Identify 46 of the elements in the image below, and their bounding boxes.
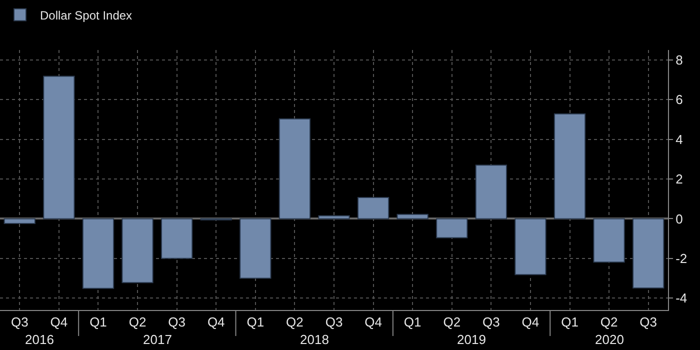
x-tick-label: Q3 (168, 314, 186, 330)
x-tick-label: Q2 (128, 314, 146, 330)
x-tick-label: Q3 (10, 314, 28, 330)
text: 2019 (457, 332, 486, 347)
x-tick-label: Q1 (561, 314, 578, 330)
x-tick-label: Q1 (246, 314, 264, 330)
x-tick-label: Q1 (404, 314, 422, 330)
x-tick-label: Q1 (90, 314, 107, 330)
text: 2016 (25, 332, 54, 347)
x-tick-label: Q4 (50, 314, 68, 330)
x-tick-label: Q4 (364, 314, 382, 330)
bar (318, 215, 350, 220)
text: 2017 (143, 332, 172, 347)
bar (278, 118, 311, 220)
bar (82, 218, 114, 289)
bar (357, 196, 390, 220)
bar (554, 113, 586, 220)
x-tick-label: Q2 (600, 314, 618, 330)
x-tick-label: Q3 (640, 314, 658, 330)
x-tick-label: Q4 (207, 314, 225, 330)
text: 2018 (300, 332, 329, 347)
bar (4, 218, 36, 224)
y-tick-label: 4 (676, 132, 683, 147)
y-tick-label: 0 (676, 211, 683, 226)
text: 2020 (595, 332, 624, 347)
y-tick-label: -2 (676, 250, 688, 266)
x-tick-label: Q3 (482, 314, 500, 330)
bar (240, 218, 272, 279)
bar (396, 214, 428, 220)
bar (593, 218, 625, 263)
bar (475, 164, 507, 220)
bar (122, 218, 154, 284)
x-tick-label: Q3 (325, 314, 343, 330)
legend-label: Dollar Spot Index (40, 8, 132, 22)
bar (514, 218, 546, 276)
y-tick-label: 6 (676, 92, 683, 108)
x-tick-label: Q4 (522, 314, 540, 330)
x-tick-label: Q2 (443, 314, 461, 330)
bar (43, 76, 75, 220)
y-tick-label: 2 (676, 172, 683, 187)
y-tick-label: -4 (676, 290, 688, 306)
bar (161, 218, 193, 259)
bar (436, 218, 468, 238)
y-tick-label: 8 (676, 52, 683, 68)
x-tick-label: Q2 (286, 314, 304, 330)
bar (632, 218, 664, 288)
